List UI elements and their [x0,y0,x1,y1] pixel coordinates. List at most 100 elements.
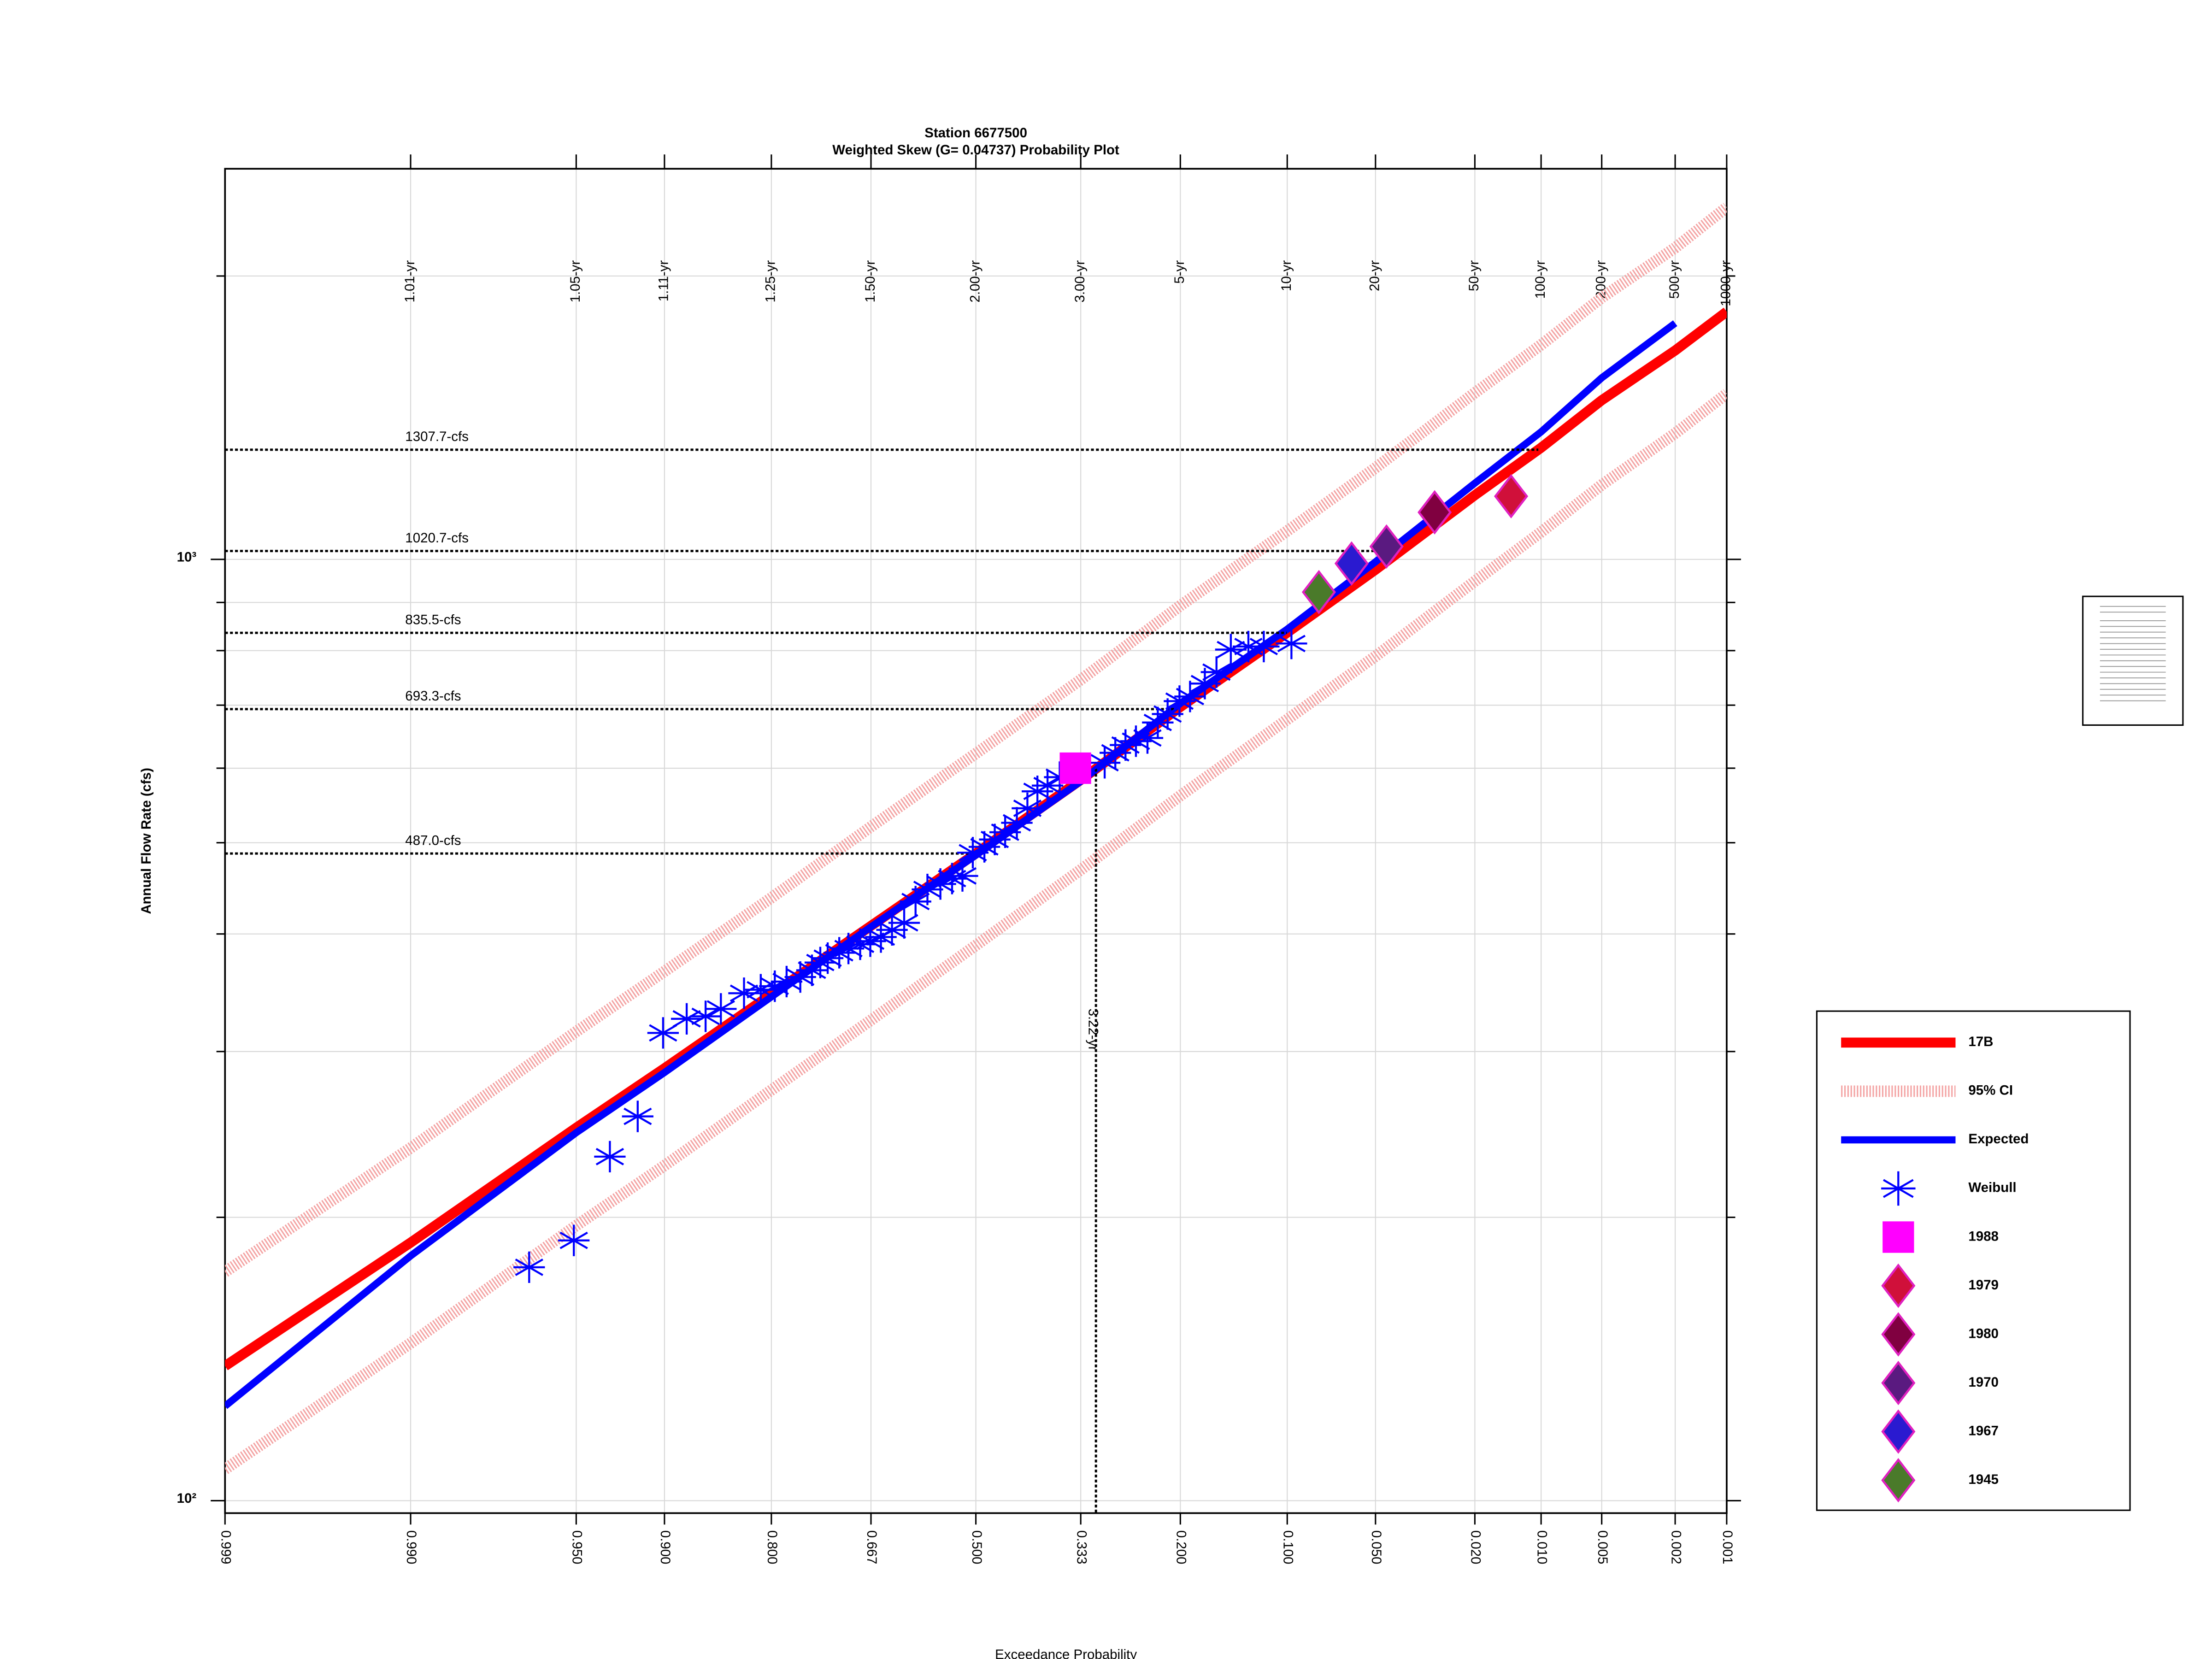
weibull-point [671,1003,703,1035]
weibull-point [558,1224,590,1256]
weibull-point [1248,630,1280,663]
weibull-point [513,1251,545,1283]
event-point [1494,474,1529,519]
weibull-point [594,1141,626,1173]
weibull-point [912,873,943,906]
weibull-point [1120,725,1152,757]
weibull-point [1881,1171,1916,1206]
weibull-point [1088,747,1121,779]
x-tick-label: 0.010 [1534,1530,1549,1565]
y-tick-label: 10² [177,1491,197,1506]
legend-label: 1979 [1968,1277,1999,1293]
weibull-point [1142,706,1174,738]
x-tick-label: 0.005 [1595,1530,1610,1565]
weibull-point [1200,656,1232,688]
annotation-label: 3.22-yr [1086,1009,1101,1051]
legend-label: Expected [1968,1131,2029,1147]
top-tick-label: 100-yr [1533,260,1548,299]
annotation-label: 487.0-cfs [405,833,461,848]
weibull-point [844,928,876,960]
table-box [2082,595,2184,726]
x-tick-label: 0.002 [1668,1530,1683,1565]
weibull-point [1001,807,1033,839]
ci-upper-line [225,203,1727,1277]
legend-swatch [1881,1458,1916,1503]
y-axis-label: Annual Flow Rate (cfs) [139,768,154,914]
legend-swatch [1881,1360,1916,1406]
weibull-point [728,977,760,1009]
weibull-point [647,1017,679,1049]
weibull-point [1215,634,1247,665]
x-tick-label: 0.020 [1468,1530,1483,1565]
event-point [1301,570,1336,615]
x-tick-label: 0.950 [570,1530,585,1565]
weibull-point [900,886,931,918]
event-point [1369,524,1404,569]
annotation-label: 835.5-cfs [405,612,461,628]
top-tick-label: 20-yr [1367,260,1382,291]
annotation-label: 1020.7-cfs [405,530,469,546]
chart-title: Station 6677500 [924,125,1027,141]
weibull-point [1152,698,1183,730]
y-tick-label: 10³ [177,550,197,565]
top-tick-label: 500-yr [1667,260,1682,299]
weibull-point [832,933,865,965]
x-tick-label: 0.999 [218,1530,233,1565]
weibull-point [1110,729,1141,761]
legend-swatch [1881,1263,1916,1308]
table-rows [2100,606,2166,701]
weibull-point [689,1000,722,1032]
top-tick-label: 1.05-yr [568,260,583,303]
top-tick-label: 50-yr [1466,260,1482,291]
weibull-point [622,1100,653,1132]
weibull-point [924,868,956,900]
weibull-point [1189,668,1221,700]
weibull-point [936,863,968,894]
x-tick-label: 0.900 [658,1530,673,1565]
x-tick-label: 0.050 [1369,1530,1384,1565]
top-tick-label: 1.50-yr [863,260,878,303]
top-tick-label: 3.00-yr [1072,260,1088,303]
weibull-point [1100,737,1131,769]
weibull-point [1164,685,1195,717]
x-tick-label: 0.001 [1720,1530,1735,1565]
event-point [1059,752,1091,784]
legend-label: 1988 [1968,1229,1999,1244]
summary-table [2082,595,2184,726]
legend-label: 95% CI [1968,1083,2013,1098]
x-tick-label: 0.800 [765,1530,780,1565]
legend-label: 1945 [1968,1472,1999,1487]
event-point [1334,541,1369,586]
top-tick-label: 2.00-yr [967,260,982,303]
weibull-point [979,824,1011,855]
weibull-point [812,942,844,974]
top-tick-label: 1.01-yr [402,260,418,303]
x-tick-label: 0.333 [1074,1530,1089,1565]
legend: 17B 95% CI Expected Weibull 1988 1979 1980 1970… [1841,1034,2029,1503]
top-tick-label: 10-yr [1279,260,1294,291]
weibull-point [705,993,737,1025]
weibull-point [1012,792,1043,824]
weibull-point [745,974,777,1006]
top-tick-label: 1.25-yr [763,260,778,303]
points [513,474,1529,1283]
legend-label: 1980 [1968,1326,1999,1341]
weibull-point [1174,681,1206,712]
x-tick-label: 0.200 [1174,1530,1189,1565]
legend-swatch [1881,1312,1916,1357]
x-tick-label: 0.667 [864,1530,879,1565]
x-axis-label: Exceedance Probability [995,1647,1137,1659]
legend-label: 1967 [1968,1423,1999,1438]
annotation-label: 1307.7-cfs [405,429,469,444]
legend-label: 1970 [1968,1375,1999,1390]
plot-frame [224,168,1728,1514]
annotation-label: 693.3-cfs [405,688,461,704]
weibull-point [888,907,920,939]
weibull-point [854,925,886,957]
top-tick-label: 1.11-yr [656,260,671,302]
weibull-point [759,970,791,1002]
top-tick-label: 5-yr [1172,260,1187,284]
event-point [1418,490,1452,535]
x-tick-label: 0.100 [1280,1530,1295,1565]
